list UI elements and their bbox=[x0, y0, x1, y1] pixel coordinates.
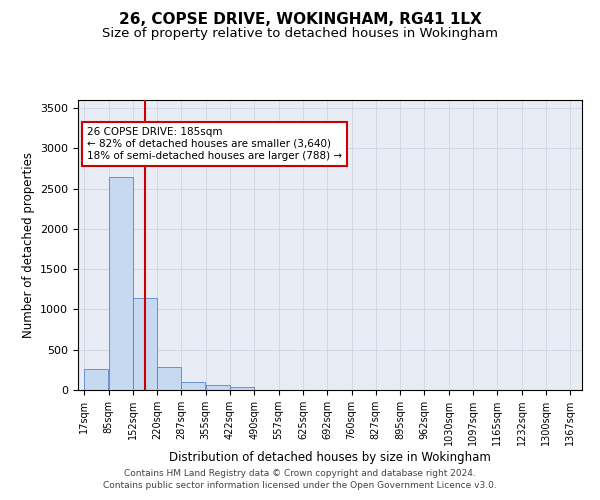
Bar bbox=[206, 385, 230, 390]
Text: 26 COPSE DRIVE: 185sqm
← 82% of detached houses are smaller (3,640)
18% of semi-: 26 COPSE DRIVE: 185sqm ← 82% of detached… bbox=[87, 128, 342, 160]
Bar bbox=[133, 298, 157, 390]
Bar bbox=[230, 387, 254, 390]
Bar bbox=[84, 370, 108, 390]
Text: Size of property relative to detached houses in Wokingham: Size of property relative to detached ho… bbox=[102, 28, 498, 40]
Text: Contains HM Land Registry data © Crown copyright and database right 2024.: Contains HM Land Registry data © Crown c… bbox=[124, 468, 476, 477]
Bar bbox=[157, 367, 181, 390]
Bar bbox=[109, 178, 133, 390]
X-axis label: Distribution of detached houses by size in Wokingham: Distribution of detached houses by size … bbox=[169, 451, 491, 464]
Text: 26, COPSE DRIVE, WOKINGHAM, RG41 1LX: 26, COPSE DRIVE, WOKINGHAM, RG41 1LX bbox=[119, 12, 481, 28]
Text: Contains public sector information licensed under the Open Government Licence v3: Contains public sector information licen… bbox=[103, 481, 497, 490]
Y-axis label: Number of detached properties: Number of detached properties bbox=[22, 152, 35, 338]
Bar bbox=[181, 382, 205, 390]
